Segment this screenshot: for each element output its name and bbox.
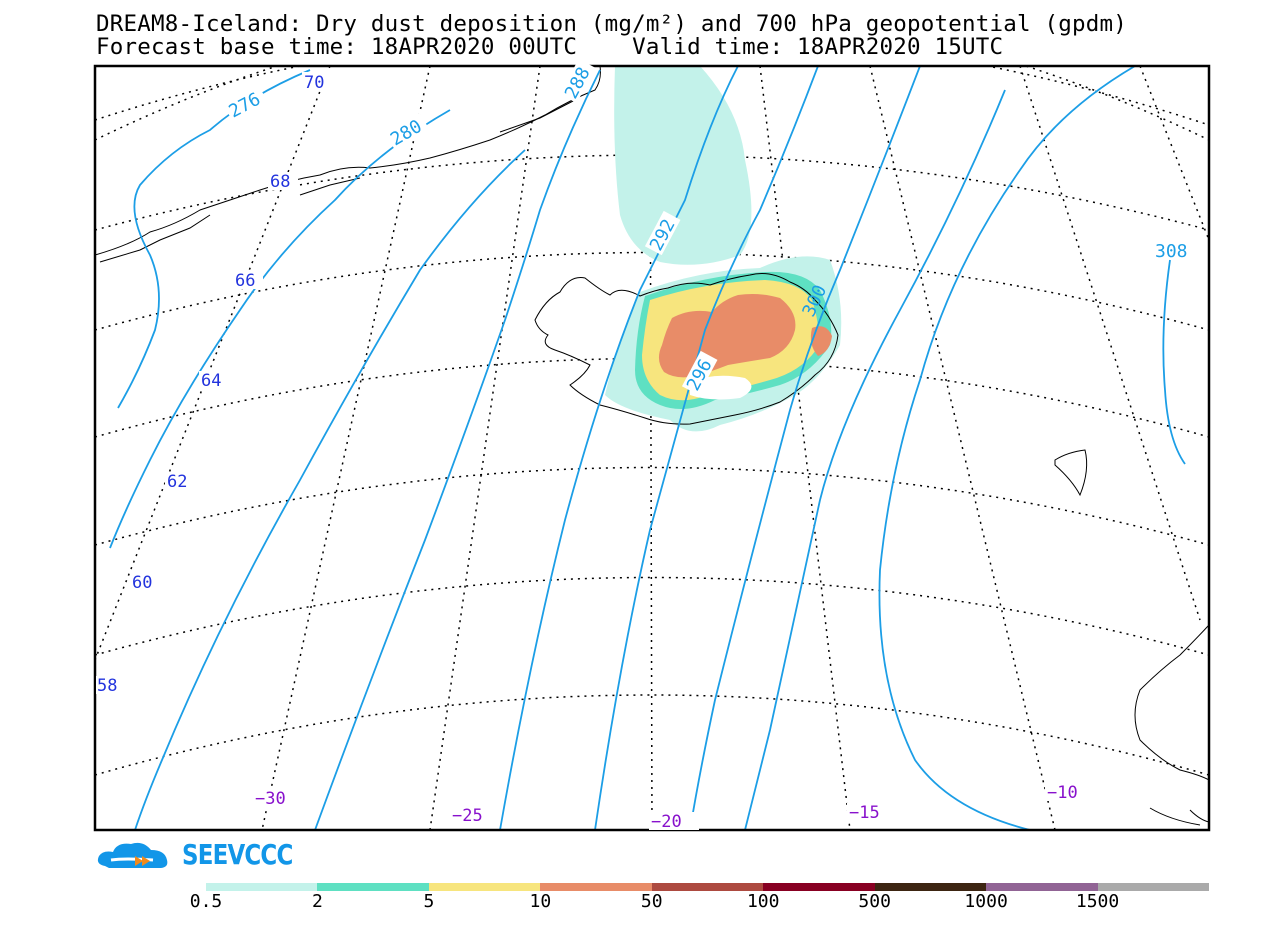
norway-coastline bbox=[1134, 624, 1209, 826]
colorbar-label: 100 bbox=[746, 891, 780, 912]
iceland-coastline bbox=[534, 273, 839, 425]
colorbar-label: 50 bbox=[640, 891, 663, 912]
dust-area-orange bbox=[658, 294, 796, 378]
latitude-label: 70 bbox=[304, 73, 324, 93]
latitude-label: 58 bbox=[97, 676, 117, 696]
contour-304 bbox=[744, 89, 1006, 830]
colorbar-label: 2 bbox=[312, 891, 323, 912]
latitude-label: 66 bbox=[235, 271, 255, 291]
contour-288 bbox=[314, 69, 601, 830]
colorbar-segment bbox=[986, 883, 1099, 891]
cloud-logo-icon bbox=[97, 842, 168, 868]
latitude-gridlines bbox=[95, 66, 1209, 776]
colorbar-segment bbox=[763, 883, 876, 891]
contour-308-east bbox=[1162, 259, 1186, 465]
longitude-labels: −30 −25 −20 −15 −10 bbox=[253, 783, 1095, 832]
latitude-labels: 70 68 66 64 62 60 58 bbox=[96, 72, 332, 696]
colorbar-label: 500 bbox=[858, 891, 891, 912]
latitude-label: 60 bbox=[132, 573, 152, 593]
colorbar-segment bbox=[317, 883, 430, 891]
longitude-label: −10 bbox=[1047, 783, 1078, 803]
longitude-label: −20 bbox=[651, 812, 682, 832]
dust-area-orange-east bbox=[810, 326, 832, 356]
logo-text: SEEVCCC bbox=[182, 838, 293, 871]
longitude-label: −30 bbox=[255, 789, 286, 809]
colorbar-segment bbox=[651, 883, 764, 891]
colorbar-segment bbox=[540, 883, 653, 891]
longitude-label: −25 bbox=[452, 806, 483, 826]
contour-292 bbox=[499, 66, 739, 830]
latitude-label: 62 bbox=[167, 472, 187, 492]
colorbar-segment bbox=[206, 883, 318, 891]
contour-300 bbox=[689, 66, 921, 830]
colorbar-label: 1500 bbox=[1075, 891, 1120, 912]
contour-276 bbox=[117, 69, 311, 409]
colorbar-label: 5 bbox=[423, 891, 435, 912]
faroe-islands bbox=[1054, 449, 1088, 497]
longitude-label: −15 bbox=[849, 803, 880, 823]
latitude-label: 68 bbox=[270, 172, 290, 192]
map-subtitle: Forecast base time: 18APR2020 00UTC Vali… bbox=[96, 34, 1004, 60]
greenland-coast-detail bbox=[99, 99, 576, 263]
colorbar-label: 10 bbox=[529, 891, 552, 912]
dust-plume-light bbox=[614, 66, 752, 265]
map-title: DREAM8-Iceland: Dry dust deposition (mg/… bbox=[96, 11, 1127, 37]
colorbar-segment bbox=[1097, 883, 1210, 891]
colorbar-label: 0.5 bbox=[189, 891, 223, 912]
contour-308 bbox=[878, 66, 1136, 830]
latitude-label: 64 bbox=[201, 371, 221, 391]
contour-280 bbox=[109, 109, 451, 549]
contour-label: 308 bbox=[1155, 241, 1188, 262]
colorbar-label: 1000 bbox=[964, 891, 1008, 912]
colorbar-segment bbox=[428, 883, 541, 891]
geopotential-contours bbox=[109, 66, 1186, 830]
contour-284 bbox=[134, 149, 526, 830]
greenland-coastline bbox=[95, 66, 601, 256]
colorbar-segment bbox=[874, 883, 987, 891]
coastlines bbox=[95, 66, 1209, 826]
dust-deposition-shading bbox=[605, 66, 842, 432]
